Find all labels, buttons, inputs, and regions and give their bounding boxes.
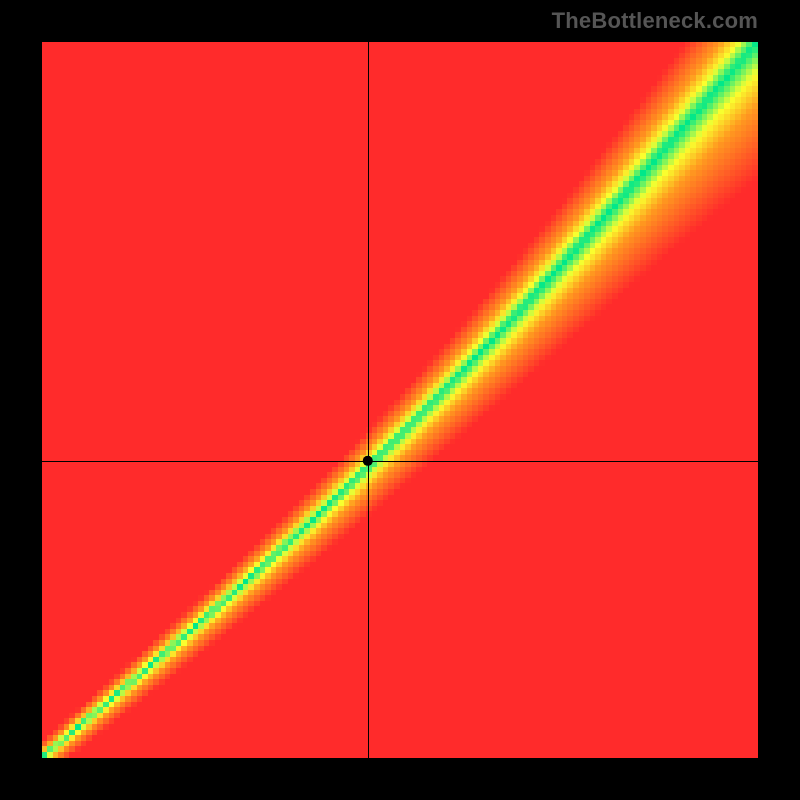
figure-root: TheBottleneck.com bbox=[0, 0, 800, 800]
heatmap-plot bbox=[42, 42, 758, 758]
overlay-canvas bbox=[42, 42, 758, 758]
watermark-text: TheBottleneck.com bbox=[552, 8, 758, 34]
